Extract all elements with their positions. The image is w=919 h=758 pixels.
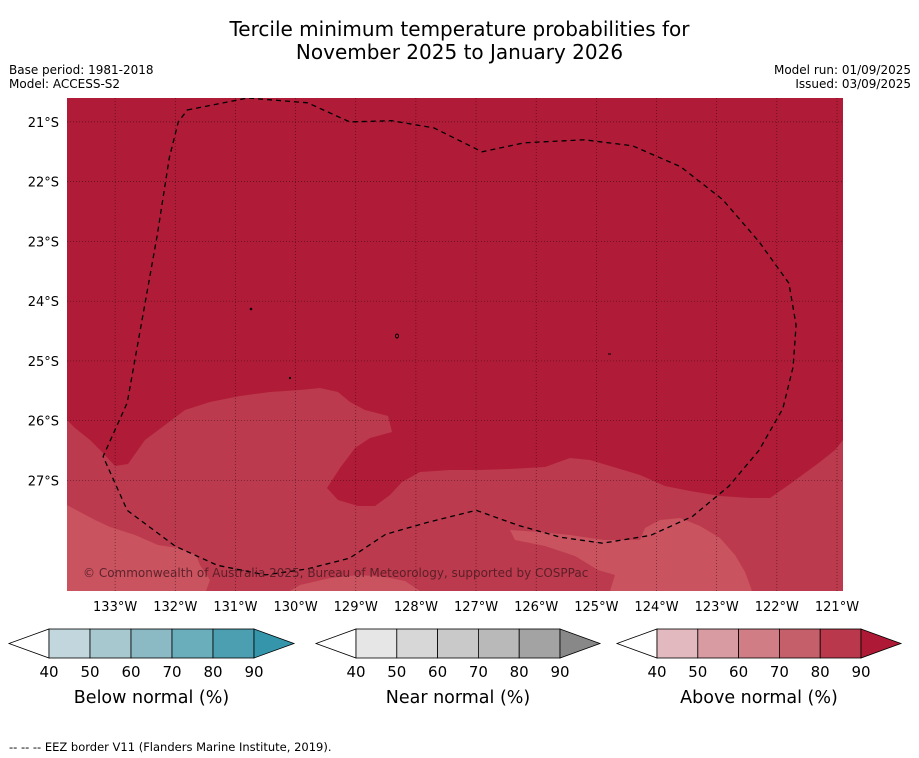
legend-tick-label: 90 [851,663,870,681]
x-tick-label: 125°W [574,600,618,615]
y-tick-label: 27°S [28,474,59,489]
legend-swatch [697,628,739,659]
legend-tick-label: 90 [244,663,263,681]
legend-swatch [212,628,255,659]
legend-extend-high [559,628,602,659]
y-tick-label: 21°S [28,116,59,131]
region-above-80-strip [762,500,785,528]
x-axis-ticks: 133°W 132°W 131°W 130°W 129°W 128°W 127°W 126°W… [93,600,859,615]
forecast-map: © Commonwealth of Australia 2025, Bureau… [7,98,903,708]
title-line-1: Tercile minimum temperature probabilitie… [229,17,690,41]
legend-extend-low [7,628,50,659]
footer-note: -- -- -- EEZ border V11 (Flanders Marine… [9,740,332,754]
region-above-70-b [290,575,420,591]
x-tick-label: 126°W [514,600,558,615]
legend-swatch [89,628,132,659]
legend-swatch [437,628,479,659]
legend-tick-label: 50 [387,663,406,681]
chart-title: Tercile minimum temperature probabilitie… [0,18,919,64]
region-above-70-c [510,518,752,591]
issued-date: Issued: 03/09/2025 [795,77,911,91]
legend-tick-label: 80 [203,663,222,681]
legend-tick-label: 80 [811,663,830,681]
legend-tick-label: 70 [469,663,488,681]
gridlines [67,98,843,591]
meta-left: Base period: 1981-2018 Model: ACCESS-S2 [9,63,154,91]
model-name: Model: ACCESS-S2 [9,77,121,91]
x-tick-label: 127°W [454,600,498,615]
legend-tick-label: 40 [39,663,58,681]
x-tick-label: 121°W [815,600,859,615]
legend-tick-label: 60 [121,663,140,681]
legend-swatch [656,628,699,659]
y-tick-label: 25°S [28,355,59,370]
legend-swatch [779,628,821,659]
islands [249,307,611,380]
region-above-70 [67,505,210,591]
legend-swatch [48,628,91,659]
legends: 40 50 60 70 80 90 Below normal (%) 40 50 60 70 80 90… [7,628,903,708]
x-tick-label: 133°W [93,600,137,615]
legend-swatch [355,628,398,659]
copyright-text: © Commonwealth of Australia 2025, Bureau… [83,566,588,580]
legend-tick-label: 60 [729,663,748,681]
legend-swatch [518,628,561,659]
x-tick-label: 122°W [755,600,799,615]
island-marker [249,307,253,311]
legend-tick-label: 80 [510,663,529,681]
x-tick-label: 129°W [334,600,378,615]
legend-tick-label: 50 [80,663,99,681]
legend-swatch [396,628,438,659]
legend-tick-label: 60 [428,663,447,681]
x-tick-label: 128°W [394,600,438,615]
legend-label: Near normal (%) [386,688,531,708]
y-tick-label: 24°S [28,295,59,310]
legend-swatch [738,628,780,659]
x-tick-label: 130°W [274,600,318,615]
meta-right: Model run: 01/09/2025 Issued: 03/09/2025 [774,63,911,91]
legend-tick-label: 90 [550,663,569,681]
eez-border [102,98,797,576]
y-tick-label: 26°S [28,415,59,430]
legend-colorbar: 40 50 60 70 80 90 Below normal (%) [7,628,296,708]
x-tick-label: 132°W [153,600,197,615]
legend-swatch [477,628,520,659]
legend-tick-label: 70 [770,663,789,681]
probability-field [67,98,843,591]
x-tick-label: 131°W [213,600,257,615]
legend-extend-high [253,628,296,659]
legend-tick-label: 40 [346,663,365,681]
legend-swatch [171,628,214,659]
legend-extend-low [314,628,357,659]
model-run: Model run: 01/09/2025 [773,63,911,77]
x-tick-label: 124°W [634,600,678,615]
legend-extend-low [615,628,658,659]
legend-swatch [819,628,862,659]
legend-label: Below normal (%) [74,688,229,708]
base-period: Base period: 1981-2018 [9,63,154,77]
y-tick-label: 22°S [28,176,59,191]
legend-tick-label: 40 [647,663,666,681]
y-tick-label: 23°S [28,235,59,250]
x-tick-label: 123°W [695,600,739,615]
title-line-2: November 2025 to January 2026 [295,40,624,64]
island-marker [395,333,399,339]
legend-tick-label: 50 [688,663,707,681]
legend-extend-high [860,628,903,659]
legend-swatch [130,628,173,659]
legend-colorbar: 40 50 60 70 80 90 Near normal (%) [314,628,602,708]
legend-label: Above normal (%) [680,688,838,708]
legend-colorbar: 40 50 60 70 80 90 Above normal (%) [615,628,903,708]
y-axis-ticks: 21°S 22°S 23°S 24°S 25°S 26°S 27°S [28,116,59,490]
island-marker [288,376,292,380]
legend-tick-label: 70 [162,663,181,681]
